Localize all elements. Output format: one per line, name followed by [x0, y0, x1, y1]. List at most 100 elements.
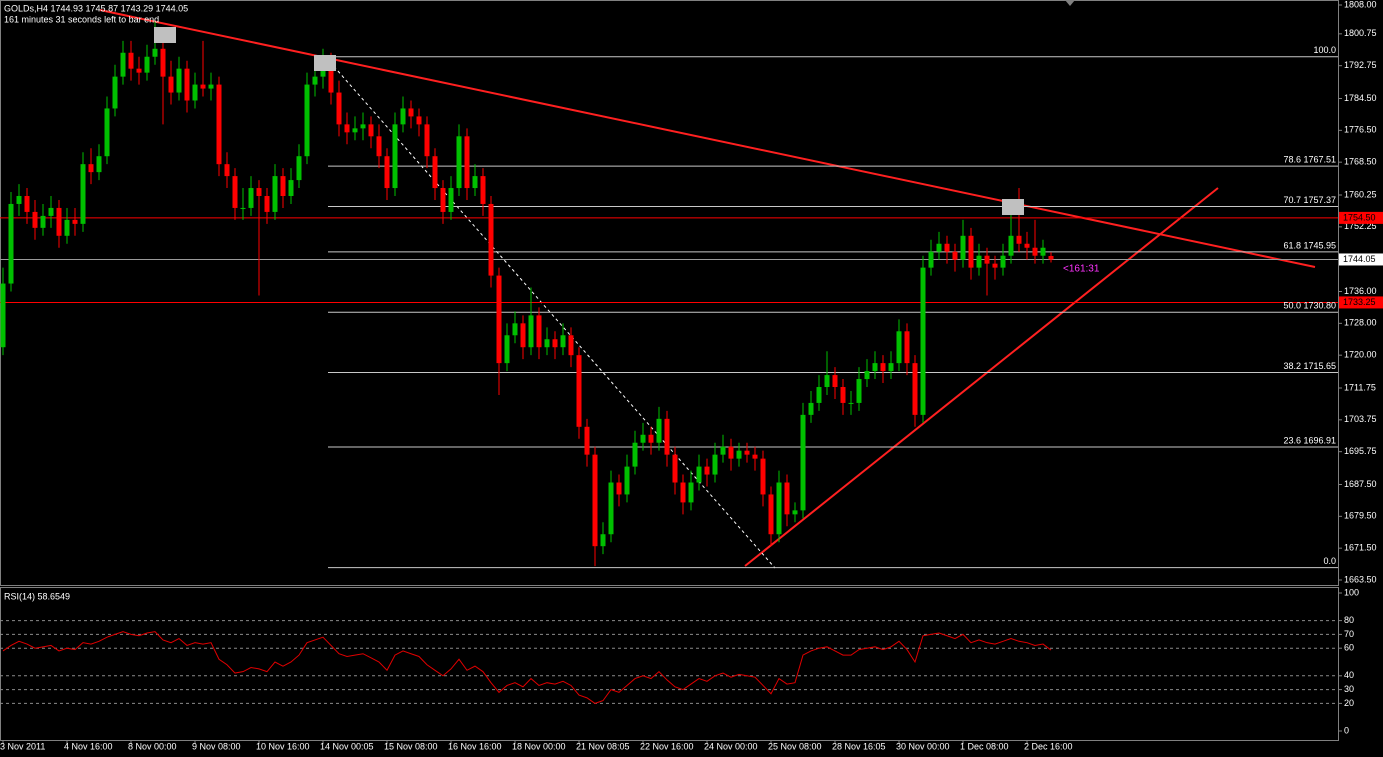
candle-body: [768, 494, 774, 535]
x-tick-label: 4 Nov 16:00: [64, 741, 113, 751]
x-tick-label: 18 Nov 00:00: [512, 741, 566, 751]
candle-body: [80, 164, 86, 224]
candle-body: [736, 450, 742, 459]
candle-body: [336, 92, 342, 125]
x-tick-label: 16 Nov 16:00: [448, 741, 502, 751]
candle-body: [688, 482, 694, 503]
fib-label: 50.0 1730.80: [1283, 301, 1336, 311]
candle-body: [760, 458, 766, 495]
candle-body: [112, 76, 118, 109]
fib-trendline: [329, 61, 776, 569]
x-tick-label: 15 Nov 08:00: [384, 741, 438, 751]
candle-body: [176, 68, 182, 93]
candle-body: [424, 124, 430, 157]
candle-body: [488, 203, 494, 276]
candle-body: [264, 196, 270, 212]
price-tag-label: 1733.25: [1343, 297, 1376, 307]
candle-body: [272, 176, 278, 212]
candle-body: [344, 124, 350, 133]
fib-label: 0.0: [1323, 556, 1336, 566]
anchor-square: [314, 55, 336, 71]
candle-body: [408, 108, 414, 117]
x-tick-label: 14 Nov 00:05: [320, 741, 374, 751]
candle-body: [288, 180, 294, 197]
y-tick-label: 1695.75: [1344, 446, 1377, 456]
countdown: <161:31: [1063, 264, 1100, 275]
candle-body: [376, 136, 382, 157]
candle-body: [152, 48, 158, 57]
y-tick-label: 1720.00: [1344, 350, 1377, 360]
price-tag: [1339, 211, 1383, 224]
candle-body: [776, 482, 782, 535]
x-tick-label: 21 Nov 08:05: [576, 741, 630, 751]
x-tick-label: 3 Nov 2011: [0, 741, 45, 751]
candle-body: [136, 68, 142, 73]
candle-body: [560, 335, 566, 348]
candle-body: [832, 375, 838, 388]
candle-body: [304, 84, 310, 157]
y-tick-label: 100: [1344, 587, 1359, 597]
y-tick-label: 70: [1344, 629, 1354, 639]
candle-body: [856, 379, 862, 403]
y-tick-label: 60: [1344, 643, 1354, 653]
candle-body: [704, 466, 710, 475]
candle-body: [592, 454, 598, 547]
y-tick-label: 1776.50: [1344, 125, 1377, 135]
y-tick-label: 1687.50: [1344, 479, 1377, 489]
x-tick-label: 24 Nov 00:00: [704, 741, 758, 751]
y-tick-label: 1736.00: [1344, 286, 1377, 296]
candle-body: [352, 128, 358, 133]
candle-body: [328, 60, 334, 93]
candle-body: [64, 219, 70, 236]
y-tick-label: 1752.25: [1344, 221, 1377, 231]
candle-body: [904, 331, 910, 364]
candle-body: [800, 414, 806, 511]
candle-body: [312, 76, 318, 85]
candle-body: [816, 387, 822, 403]
fib-label: 23.6 1696.91: [1283, 435, 1336, 445]
candle-body: [1040, 247, 1046, 256]
candle-body: [928, 251, 934, 268]
y-tick-label: 0: [1344, 725, 1349, 735]
candle-body: [48, 207, 54, 216]
candle-body: [944, 243, 950, 252]
x-tick-label: 9 Nov 08:00: [192, 741, 241, 751]
candle-body: [608, 482, 614, 535]
candle-body: [32, 211, 38, 228]
candle-body: [480, 176, 486, 204]
candle-body: [88, 164, 94, 173]
candle-body: [992, 263, 998, 268]
candle-body: [120, 52, 126, 77]
marks: [0, 20, 1338, 569]
support-trendline: [744, 187, 1219, 567]
y-tick-label: 20: [1344, 698, 1354, 708]
candle-body: [1008, 235, 1014, 256]
candle-body: [280, 176, 286, 197]
candle-body: [168, 76, 174, 93]
candle-body: [392, 124, 398, 189]
candle-body: [416, 116, 422, 125]
candle-body: [640, 434, 646, 443]
rsi-title: RSI(14) 58.6549: [4, 591, 70, 601]
candle-body: [472, 176, 478, 189]
candle-body: [864, 371, 870, 380]
candle-body: [360, 124, 366, 129]
candle-body: [456, 136, 462, 189]
x-tick-label: 1 Dec 08:00: [960, 741, 1009, 751]
candle-body: [160, 48, 166, 77]
y-tick-label: 1800.75: [1344, 28, 1377, 38]
x-tick-label: 22 Nov 16:00: [640, 741, 694, 751]
anchor-square: [1002, 199, 1024, 215]
x-tick-label: 2 Dec 16:00: [1024, 741, 1073, 751]
candle-body: [584, 426, 590, 455]
y-tick-label: 1703.75: [1344, 414, 1377, 424]
candle-body: [712, 454, 718, 475]
candle-body: [1048, 255, 1054, 260]
candle-body: [728, 446, 734, 459]
candle-body: [384, 156, 390, 189]
candle-body: [872, 363, 878, 372]
candle-body: [664, 418, 670, 455]
candle-body: [696, 466, 702, 483]
candle-body: [56, 207, 62, 236]
